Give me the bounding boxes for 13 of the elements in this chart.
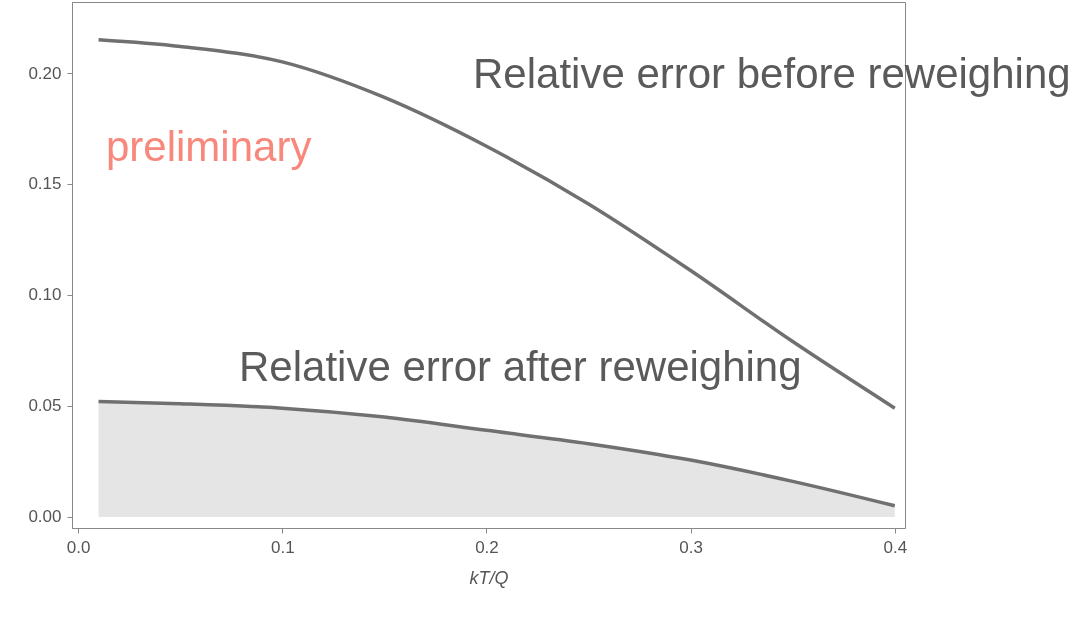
annotation: Relative error after reweighing [239,343,802,390]
x-tick-label: 0.0 [66,537,91,557]
x-tick-label: 0.4 [883,537,908,557]
y-tick-label: 0.00 [28,507,62,527]
annotation: preliminary [106,123,312,170]
x-tick-label: 0.3 [679,537,703,557]
y-tick-label: 0.15 [28,174,62,194]
y-tick-label: 0.05 [28,396,62,416]
y-tick-label: 0.20 [28,63,62,83]
y-tick-label: 0.10 [28,285,62,305]
x-tick-label: 0.2 [475,537,499,557]
x-tick-label: 0.1 [270,537,295,557]
x-axis-title: kT/Q [469,567,509,588]
